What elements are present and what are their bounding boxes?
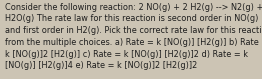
Text: from the multiple choices. a) Rate = k [NO(g)] [H2(g)] b) Rate =: from the multiple choices. a) Rate = k [… (5, 38, 262, 47)
Text: k [NO(g)]2 [H2(g)] c) Rate = k [NO(g)] [H2(g)]2 d) Rate = k: k [NO(g)]2 [H2(g)] c) Rate = k [NO(g)] [… (5, 50, 248, 59)
Text: and first order in H2(g). Pick the correct rate law for this reaction: and first order in H2(g). Pick the corre… (5, 26, 262, 35)
Text: H2O(g) The rate law for this reaction is second order in NO(g): H2O(g) The rate law for this reaction is… (5, 14, 258, 23)
Text: Consider the following reaction: 2 NO(g) + 2 H2(g) --> N2(g) + 2: Consider the following reaction: 2 NO(g)… (5, 3, 262, 12)
Text: [NO(g)] [H2(g)]4 e) Rate = k [NO(g)]2 [H2(g)]2: [NO(g)] [H2(g)]4 e) Rate = k [NO(g)]2 [H… (5, 61, 197, 70)
